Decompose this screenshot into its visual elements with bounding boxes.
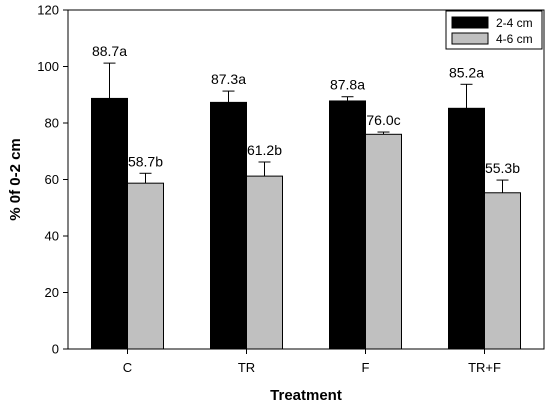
legend-label-4-6cm: 4-6 cm [496, 32, 533, 46]
y-axis: 0 20 40 60 80 100 120 [37, 3, 68, 357]
data-label: 88.7a [92, 43, 127, 59]
legend-swatch-4-6cm [451, 32, 489, 45]
y-tick-label: 100 [37, 59, 59, 74]
x-tick-label: TR+F [468, 360, 501, 375]
bars-layer [91, 62, 521, 350]
y-tick-label: 0 [52, 342, 59, 357]
bar [329, 100, 366, 350]
y-tick-label: 20 [45, 285, 59, 300]
y-tick-label: 120 [37, 3, 59, 18]
data-labels-layer: 88.7a 58.7b 87.3a 61.2b 87.8a 76.0c 85.2a 55.3b [92, 43, 520, 176]
bar [91, 97, 128, 350]
y-tick-label: 60 [45, 172, 59, 187]
x-tick-label: F [362, 360, 370, 375]
bar [246, 175, 283, 350]
y-tick-label: 80 [45, 116, 59, 131]
legend: 2-4 cm 4-6 cm [445, 10, 543, 50]
x-axis-title: Treatment [270, 387, 342, 404]
data-label: 58.7b [128, 153, 163, 169]
x-tick-label: C [123, 360, 132, 375]
data-label: 85.2a [449, 64, 484, 80]
data-label: 61.2b [247, 142, 282, 158]
data-label: 87.3a [211, 71, 246, 87]
y-tick-label: 40 [45, 229, 59, 244]
bar [210, 101, 247, 350]
x-axis: C TR F TR+F [123, 349, 501, 375]
bar [448, 107, 485, 350]
data-label: 76.0c [366, 112, 400, 128]
legend-label-2-4cm: 2-4 cm [496, 16, 533, 30]
x-tick-label: TR [238, 360, 255, 375]
bar [484, 192, 521, 350]
bar [127, 182, 164, 350]
y-axis-title: % 0f 0-2 cm [7, 138, 24, 221]
legend-swatch-2-4cm [451, 16, 489, 29]
data-label: 55.3b [485, 160, 520, 176]
bar [365, 133, 402, 350]
data-label: 87.8a [330, 77, 365, 93]
